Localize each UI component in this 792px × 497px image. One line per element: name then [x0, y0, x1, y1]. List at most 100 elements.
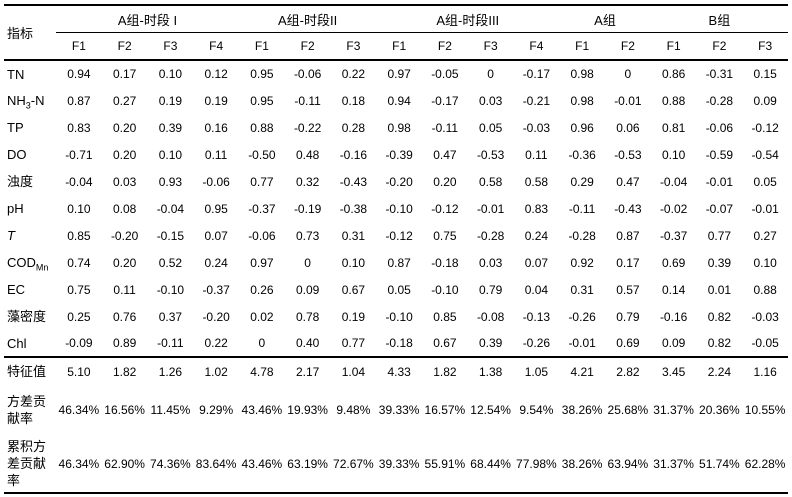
- value-cell: 63.19%: [287, 456, 328, 471]
- factor-header: F2: [696, 32, 743, 61]
- value-cell: 10.55%: [744, 403, 786, 417]
- value-cell: 77.98%: [516, 456, 557, 471]
- value-cell: -0.38: [339, 201, 368, 216]
- row-label: 藻密度: [7, 309, 47, 324]
- value-cell: 0.24: [524, 228, 549, 243]
- value-cell: 9.48%: [336, 403, 371, 417]
- value-cell: 4.33: [376, 356, 422, 385]
- factor-header: F1: [376, 32, 422, 61]
- value-cell: 0.77: [707, 228, 732, 243]
- table-row: TP 0.83 0.20 0.39 0.16 0.88 -0.22 0.28 0.98 -0.11…: [4, 114, 788, 141]
- value-cell: -0.01: [705, 174, 734, 189]
- value-cell: 0.11: [204, 147, 228, 162]
- value-cell: 0.78: [295, 309, 320, 324]
- value-cell: 0.95: [250, 93, 274, 108]
- value-cell: 0.25: [67, 309, 91, 324]
- factor-header: F2: [101, 32, 148, 61]
- factor-header: F3: [467, 32, 514, 61]
- factor-header: F1: [559, 32, 605, 61]
- value-cell: 0.17: [112, 67, 137, 81]
- value-cell: 11.45%: [150, 403, 191, 417]
- value-cell: 0.87: [387, 255, 411, 270]
- value-cell: 5.10: [56, 356, 102, 385]
- value-cell: -0.16: [339, 147, 368, 162]
- row-label: Chl: [7, 335, 27, 351]
- value-cell: -0.05: [751, 336, 779, 350]
- value-cell: -0.19: [293, 201, 322, 216]
- value-cell: 0.31: [341, 228, 366, 243]
- value-cell: 38.26%: [561, 403, 603, 417]
- table-row: EC 0.75 0.11 -0.10 -0.37 0.26 0.09 0.67 0.05 -0.1…: [4, 276, 788, 303]
- value-cell: -0.22: [293, 120, 322, 135]
- value-cell: 1.02: [193, 356, 239, 385]
- value-cell: 83.64%: [195, 456, 237, 471]
- value-cell: 0.22: [341, 67, 366, 81]
- table-row: pH 0.10 0.08 -0.04 0.95 -0.37 -0.19 -0.38 -0.10 -…: [4, 195, 788, 222]
- value-cell: 62.90%: [104, 456, 145, 471]
- value-cell: 0.52: [158, 255, 183, 270]
- value-cell: 0.86: [661, 67, 686, 81]
- value-cell: 2.82: [605, 356, 651, 385]
- value-cell: 1.16: [742, 356, 788, 385]
- value-cell: 0.14: [661, 282, 686, 297]
- value-cell: 0: [304, 255, 311, 270]
- value-cell: -0.01: [751, 201, 779, 216]
- value-cell: -0.12: [751, 120, 779, 135]
- value-cell: 0.01: [707, 282, 732, 297]
- value-cell: -0.20: [110, 228, 139, 243]
- value-cell: -0.06: [705, 120, 734, 135]
- value-cell: -0.37: [659, 228, 688, 243]
- value-cell: -0.10: [385, 309, 413, 324]
- value-cell: 0.10: [753, 255, 777, 270]
- factor-header: F3: [742, 32, 788, 61]
- table-row: CODMn 0.74 0.20 0.52 0.24 0.97 0 0.10 0.87 -0.18 0…: [4, 249, 788, 276]
- value-cell: -0.10: [385, 201, 413, 216]
- value-cell: 72.67%: [333, 456, 374, 471]
- value-cell: 0.37: [158, 309, 183, 324]
- value-cell: 1.38: [467, 356, 514, 385]
- value-cell: 0.15: [753, 67, 777, 81]
- table-row: T 0.85 -0.20 -0.15 0.07 -0.06 0.73 0.31 -0.12 0.7…: [4, 222, 788, 249]
- value-cell: 0.93: [158, 174, 183, 189]
- value-cell: 31.37%: [653, 403, 694, 417]
- value-cell: 0.58: [478, 174, 503, 189]
- value-cell: 0.39: [478, 336, 503, 350]
- group-header-0: A组-时段 I: [56, 5, 239, 33]
- value-cell: 0.09: [661, 336, 686, 350]
- value-cell: 0.98: [570, 93, 594, 108]
- value-cell: 39.33%: [378, 456, 420, 471]
- value-cell: 0.07: [204, 228, 228, 243]
- value-cell: -0.20: [202, 309, 230, 324]
- value-cell: 16.56%: [104, 403, 145, 417]
- value-cell: -0.37: [202, 282, 230, 297]
- value-cell: -0.11: [568, 201, 596, 216]
- value-cell: 0.67: [433, 336, 457, 350]
- value-cell: 0.83: [67, 120, 91, 135]
- value-cell: -0.17: [522, 67, 551, 81]
- value-cell: 1.05: [513, 356, 560, 385]
- value-cell: 20.36%: [699, 403, 740, 417]
- value-cell: -0.05: [431, 67, 459, 81]
- value-cell: -0.04: [65, 174, 93, 189]
- group-header-row: 指标 A组-时段 I A组-时段II A组-时段III A组 B组: [4, 5, 788, 61]
- row-label: NH3-N: [7, 93, 45, 111]
- row-label: DO: [7, 147, 27, 162]
- factor-header: F4: [513, 32, 560, 61]
- value-cell: 0.98: [570, 67, 594, 81]
- group-header-2: A组-时段III: [376, 5, 560, 33]
- value-cell: 0.87: [616, 228, 640, 243]
- value-cell: -0.07: [705, 201, 734, 216]
- table-row: 浊度 -0.04 0.03 0.93 -0.06 0.77 0.32 -0.43 -0.20 0.…: [4, 168, 788, 195]
- value-cell: 0.10: [341, 255, 366, 270]
- value-cell: 4.78: [239, 356, 285, 385]
- value-cell: -0.39: [385, 147, 413, 162]
- value-cell: 1.82: [422, 356, 468, 385]
- factor-header: F1: [239, 32, 285, 61]
- value-cell: 0.74: [67, 255, 91, 270]
- value-cell: 0.19: [158, 93, 183, 108]
- table-row-eigen: 特征值 5.10 1.82 1.26 1.02 4.78 2.17 1.04 4.33 1.82 1…: [4, 356, 788, 385]
- value-cell: 0.69: [661, 255, 686, 270]
- value-cell: 0.20: [112, 255, 137, 270]
- row-label: 方差贡献率: [7, 394, 47, 426]
- factor-table: 指标 A组-时段 I A组-时段II A组-时段III A组 B组 F1 F2 F3 F4 F1…: [4, 4, 788, 494]
